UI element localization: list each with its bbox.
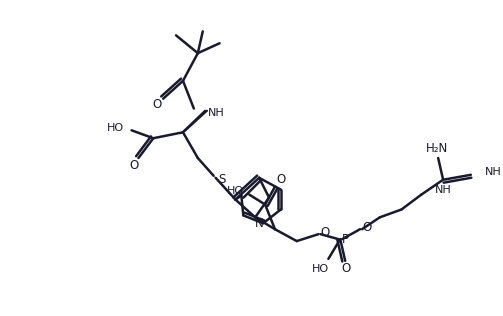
Text: O: O xyxy=(362,221,372,234)
Text: O: O xyxy=(276,173,286,186)
Text: HO: HO xyxy=(107,123,124,133)
Text: H₂N: H₂N xyxy=(426,142,448,155)
Text: HO: HO xyxy=(227,185,244,196)
Text: N: N xyxy=(255,217,264,230)
Text: NH: NH xyxy=(208,107,224,118)
Polygon shape xyxy=(181,111,208,133)
Text: O: O xyxy=(129,159,138,173)
Text: NH: NH xyxy=(485,167,501,177)
Text: NH: NH xyxy=(435,185,452,195)
Text: HO: HO xyxy=(312,264,329,274)
Text: O: O xyxy=(152,98,162,111)
Text: P: P xyxy=(342,233,349,246)
Text: O: O xyxy=(321,226,330,239)
Text: O: O xyxy=(342,262,351,275)
Text: S: S xyxy=(218,173,225,186)
